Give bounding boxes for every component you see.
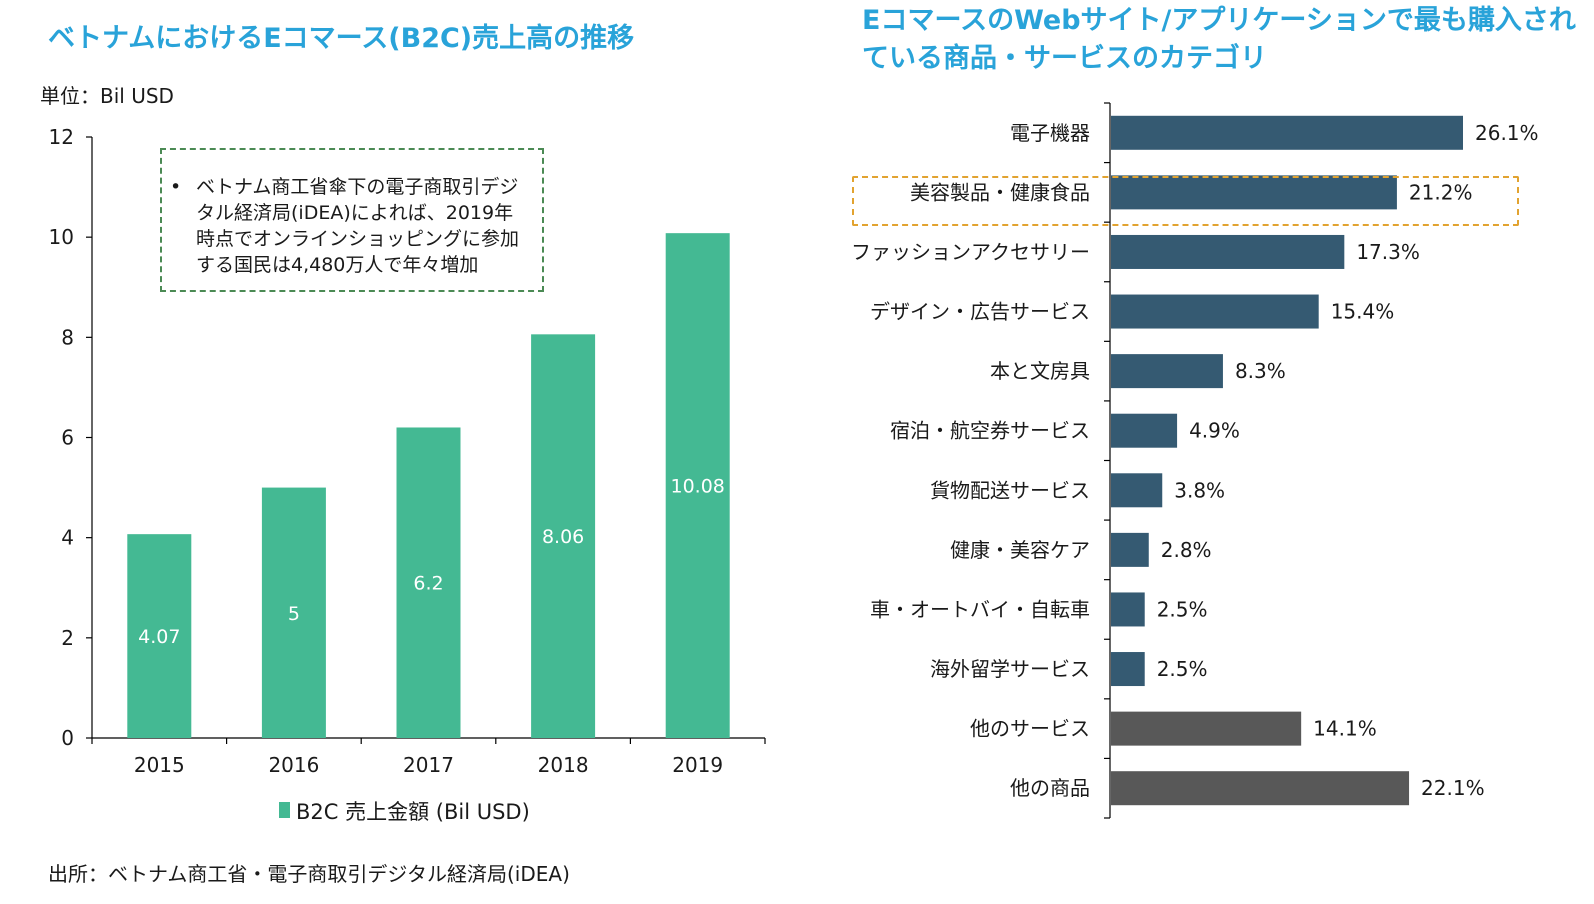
x-tick-label: 2018 (538, 753, 589, 777)
category-label: 他の商品 (1010, 776, 1090, 800)
bar-value-label: 14.1% (1313, 717, 1377, 741)
bar-value-label: 15.4% (1331, 300, 1395, 324)
bar (665, 233, 730, 738)
legend-swatch (279, 802, 290, 818)
bar (1111, 354, 1223, 389)
category-label: 健康・美容ケア (950, 538, 1090, 562)
x-tick-label: 2017 (403, 753, 454, 777)
category-label: 宿泊・航空券サービス (890, 419, 1090, 443)
x-tick-label: 2015 (134, 753, 185, 777)
category-label: 電子機器 (1010, 121, 1090, 145)
x-tick-label: 2016 (268, 753, 319, 777)
note-text: ベトナム商工省傘下の電子商取引デジタル経済局(iDEA)によれば、2019年時点… (170, 174, 532, 278)
left-chart-title: ベトナムにおけるEコマース(B2C)売上高の推移 (48, 23, 635, 54)
bar (1111, 175, 1397, 210)
category-label: デザイン・広告サービス (870, 300, 1090, 324)
bar-value-label: 6.2 (413, 573, 443, 595)
bar-value-label: 17.3% (1356, 240, 1420, 264)
category-label: 他のサービス (970, 717, 1090, 741)
y-tick-label: 2 (61, 626, 74, 650)
x-tick-label: 2019 (672, 753, 723, 777)
bar-value-label: 22.1% (1421, 776, 1485, 800)
bar (396, 427, 461, 738)
bar (127, 534, 192, 738)
right-chart-title: EコマースのWebサイト/アプリケーションで最も購入されている商品・サービスのカ… (862, 5, 1576, 74)
bar (261, 487, 326, 738)
highlight-box (852, 176, 1519, 226)
bar-value-label: 2.5% (1157, 597, 1208, 621)
bar (1111, 592, 1145, 627)
source-note: 出所：ベトナム商工省・電子商取引デジタル経済局(iDEA) (48, 862, 570, 886)
bar-value-label: 2.8% (1161, 538, 1212, 562)
category-label: ファッションアクセサリー (851, 240, 1090, 264)
y-tick-label: 6 (61, 426, 74, 450)
y-tick-label: 10 (49, 225, 74, 249)
bar (1111, 115, 1463, 150)
y-tick-label: 4 (61, 526, 74, 550)
bar (1111, 771, 1410, 806)
y-tick-label: 12 (49, 125, 74, 149)
y-tick-label: 0 (61, 726, 74, 750)
bar-value-label: 3.8% (1174, 478, 1225, 502)
category-label: 本と文房具 (990, 359, 1090, 383)
bar-value-label: 2.5% (1157, 657, 1208, 681)
bar (1111, 294, 1319, 329)
note-box: ベトナム商工省傘下の電子商取引デジタル経済局(iDEA)によれば、2019年時点… (160, 148, 544, 292)
bar (1111, 473, 1163, 508)
category-label: 海外留学サービス (930, 657, 1090, 681)
bar (1111, 234, 1345, 269)
bar-value-label: 5 (288, 603, 300, 625)
bar-value-label: 8.3% (1235, 359, 1286, 383)
bar (1111, 413, 1178, 448)
bar-value-label: 21.2% (1409, 180, 1473, 204)
bar-value-label: 26.1% (1475, 121, 1539, 145)
bar-value-label: 4.9% (1189, 419, 1240, 443)
category-label: 貨物配送サービス (930, 478, 1090, 502)
y-tick-label: 8 (61, 325, 74, 349)
bar-value-label: 4.07 (138, 626, 180, 648)
category-label: 車・オートバイ・自転車 (870, 597, 1090, 621)
bar-value-label: 8.06 (542, 526, 584, 548)
bar (531, 334, 596, 738)
bar-value-label: 10.08 (670, 476, 724, 498)
legend-label: B2C 売上金額 (Bil USD) (296, 800, 530, 824)
bar (1111, 711, 1302, 746)
category-label: 美容製品・健康食品 (910, 180, 1090, 204)
bar (1111, 532, 1149, 567)
bar (1111, 652, 1145, 687)
unit-label: 単位：Bil USD (40, 84, 174, 108)
